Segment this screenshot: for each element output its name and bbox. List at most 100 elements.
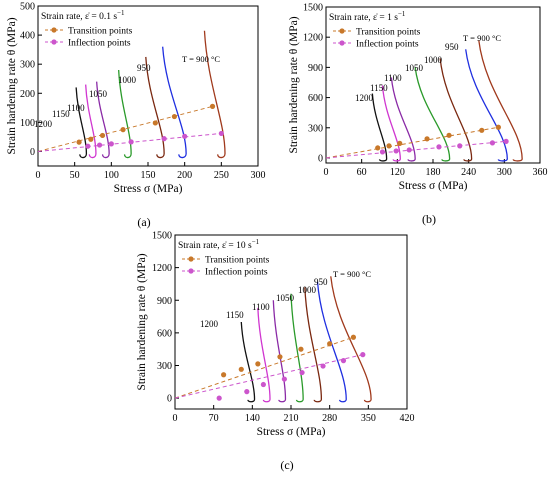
series-curve-1100 (96, 81, 110, 159)
series-curve-1000 (439, 58, 473, 162)
legend-strain-rate: Strain rate, ε̇ = 0.1 s−1 (41, 9, 125, 22)
x-tick-label: 150 (141, 170, 156, 181)
x-axis-title: Stress σ (MPa) (399, 180, 468, 192)
transition-point (386, 143, 392, 149)
y-axis-title: Strain hardening rate θ (MPa) (6, 17, 18, 154)
transition-point (171, 113, 177, 120)
x-tick-label: 120 (390, 167, 405, 178)
y-tick-label: 1500 (303, 3, 323, 14)
temperature-label: 1050 (405, 63, 424, 73)
series-curve-1100 (272, 300, 287, 403)
y-tick-label: 1200 (152, 263, 172, 274)
x-tick-label: 300 (497, 167, 512, 178)
transition-point (238, 366, 244, 372)
x-tick-label: 60 (357, 167, 367, 178)
temperature-label: 1050 (276, 293, 295, 303)
transition-point (350, 334, 357, 340)
x-tick-label: 200 (177, 170, 192, 181)
transition-point (120, 127, 126, 133)
x-tick-label: 0 (324, 167, 329, 178)
series-curve-1200 (240, 321, 256, 403)
x-tick-label: 180 (426, 167, 441, 178)
series-curve-1100 (390, 77, 416, 162)
series-curve-1150 (85, 84, 97, 159)
inflection-point (260, 381, 266, 388)
series-curve-950 (465, 49, 508, 162)
inflection-point (457, 143, 463, 149)
y-tick-label: 1200 (303, 33, 323, 44)
y-tick-label: 500 (20, 2, 35, 13)
legend-inflection-label: Inflection points (68, 38, 131, 49)
legend-transition-label: Transition points (205, 256, 270, 266)
legend-inflection-marker (51, 39, 57, 45)
temperature-label: 1000 (118, 75, 137, 85)
series-curves (75, 30, 226, 159)
inflection-point (182, 133, 188, 139)
inflection-point (299, 369, 305, 376)
x-tick-label: 70 (209, 413, 219, 424)
transition-point (99, 132, 106, 139)
y-tick-label: 0 (167, 394, 172, 405)
x-tick-label: 240 (461, 167, 476, 178)
series-curve-1200 (75, 87, 88, 159)
x-tick-label: 420 (400, 413, 415, 424)
x-axis-title: Stress σ (MPa) (114, 183, 183, 195)
x-tick-label: 0 (173, 413, 178, 424)
transition-point (255, 361, 261, 367)
y-tick-label: 1500 (152, 231, 172, 242)
series-curve-1050 (118, 69, 132, 159)
temperature-label: 950 (137, 63, 151, 73)
legend-transition-marker (339, 28, 345, 34)
series-curve-900 (330, 276, 372, 403)
transition-point (88, 136, 94, 142)
transition-point (277, 354, 283, 360)
y-tick-label: 100 (20, 118, 35, 129)
inflection-point (244, 389, 250, 395)
transition-point (479, 127, 485, 133)
legend-inflection-label: Inflection points (205, 267, 268, 278)
x-tick-label: 0 (36, 170, 41, 181)
temperature-label: 1000 (424, 55, 443, 65)
inflection-point (216, 395, 222, 401)
temperature-label: 1050 (89, 89, 108, 99)
chart-panel: 0 50 100 150 200 250 300 0 100 200 300 400 500 Stress… (6, 2, 266, 230)
inflection-point (218, 130, 224, 137)
y-tick-label: 0 (30, 147, 35, 158)
transition-point (397, 140, 403, 146)
series-curve-1150 (381, 85, 401, 162)
x-axis-title: Stress σ (MPa) (257, 426, 326, 438)
transition-point (327, 341, 333, 347)
legend-strain-rate: Strain rate, ε̇ = 1 s−1 (329, 10, 406, 23)
temperature-label: 1100 (252, 302, 270, 312)
y-axis-title: Strain hardening rate θ (MPa) (288, 16, 300, 153)
x-tick-label: 250 (214, 170, 229, 181)
series-curves (240, 276, 372, 403)
legend-strain-rate: Strain rate, ε̇ = 10 s−1 (178, 238, 260, 251)
temperature-label: 1000 (298, 285, 317, 295)
transition-point (152, 120, 158, 126)
x-tick-label: 210 (284, 413, 299, 424)
y-tick-label: 200 (20, 89, 35, 100)
y-tick-label: 600 (308, 93, 323, 104)
temperature-label: T = 900 °C (182, 54, 220, 64)
temperature-label: 1200 (34, 119, 53, 129)
inflection-point (436, 144, 442, 150)
x-tick-label: 50 (70, 170, 80, 181)
panel-label: (b) (422, 212, 436, 226)
temperature-label: 1150 (370, 83, 388, 93)
transition-trend-line (37, 105, 213, 152)
transition-trend-line (174, 336, 354, 399)
inflection-trend-line (325, 140, 507, 159)
series-curves (371, 40, 523, 162)
panel-label: (a) (137, 215, 150, 229)
legend-transition-label: Transition points (356, 28, 421, 38)
x-tick-label: 300 (251, 170, 266, 181)
legend-transition-label: Transition points (68, 27, 133, 37)
y-tick-label: 0 (318, 153, 323, 164)
chart-panel: 0 70 140 210 280 350 420 0 300 600 900 1200 1500 Stre… (136, 231, 415, 473)
temperature-label: 1100 (384, 73, 402, 83)
x-tick-label: 360 (533, 167, 548, 178)
y-tick-label: 300 (157, 361, 172, 372)
y-tick-label: 400 (20, 31, 35, 42)
x-tick-label: 140 (245, 413, 260, 424)
